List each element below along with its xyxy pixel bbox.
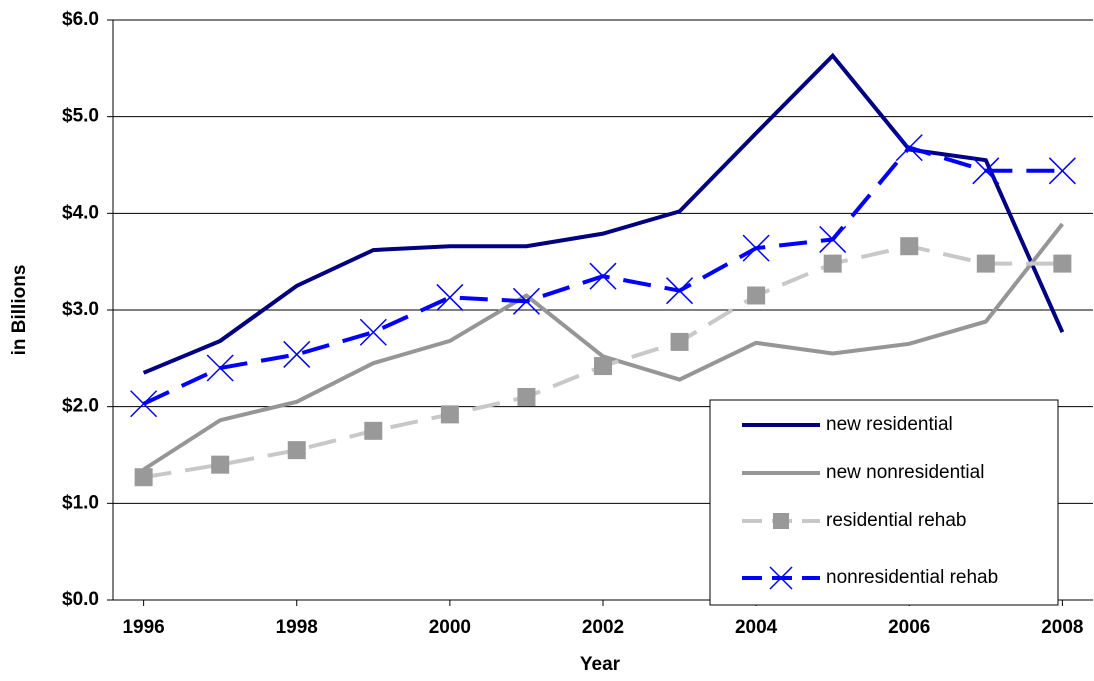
marker [206,354,234,382]
marker [130,390,158,418]
marker [666,277,694,305]
marker [134,468,153,487]
y-tick-label: $3.0 [62,299,99,320]
marker [823,254,842,273]
x-tick-label: 2002 [582,617,624,638]
marker [769,566,793,590]
y-tick-label: $0.0 [62,589,99,610]
legend-label: new residential [826,414,953,435]
marker [283,340,311,368]
legend-box [709,399,1059,606]
x-tick-label: 2006 [888,617,930,638]
y-axis-title: in Billions [9,265,30,356]
marker [773,513,789,529]
legend-label: new nonresidential [826,462,984,483]
marker [742,234,770,262]
y-tick-label: $2.0 [62,396,99,417]
y-tick-label: $4.0 [62,202,99,223]
x-tick-label: 1996 [122,617,164,638]
marker [517,388,536,406]
x-tick-label: 2004 [735,617,778,638]
marker [895,134,923,162]
marker [747,286,766,305]
x-tick-label: 2008 [1041,617,1083,638]
legend-label: nonresidential rehab [826,567,998,588]
marker [972,157,1000,185]
marker [1048,157,1076,185]
marker [364,421,383,440]
series-line [142,222,1064,472]
marker [287,441,306,460]
y-tick-label: $1.0 [62,492,99,513]
marker [670,332,689,351]
series-line [142,52,1065,375]
marker [436,283,464,311]
marker [359,318,387,346]
marker [1053,254,1072,273]
y-tick-label: $6.0 [62,9,99,30]
marker [900,237,919,256]
marker [976,254,995,273]
legend-label: residential rehab [826,510,966,531]
marker [211,455,230,474]
x-axis-title: Year [580,654,621,675]
x-tick-label: 1998 [276,617,318,638]
marker [440,405,459,424]
marker [512,287,540,315]
marker [594,357,612,376]
marker [589,262,617,290]
marker [819,225,847,253]
y-tick-label: $5.0 [62,106,99,127]
x-tick-label: 2000 [429,617,471,638]
